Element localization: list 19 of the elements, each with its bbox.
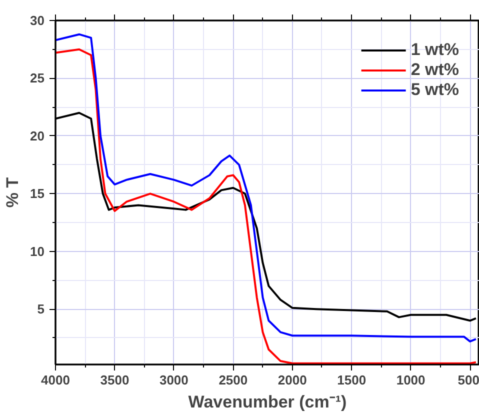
x-tick-label: 3000 xyxy=(159,372,188,388)
x-tick-label: 1000 xyxy=(396,372,426,388)
y-tick-label: 25 xyxy=(30,70,45,86)
x-tick-label: 3500 xyxy=(100,372,130,388)
y-tick-label: 5 xyxy=(37,302,45,317)
legend-label: 1 wt% xyxy=(410,40,459,60)
x-tick-label: 1500 xyxy=(337,372,366,388)
legend-label: 5 wt% xyxy=(410,80,459,100)
x-tick-label: 500 xyxy=(458,372,479,388)
x-tick-label: 2000 xyxy=(278,372,307,388)
x-tick-label: 2500 xyxy=(218,372,248,388)
legend-label: 2 wt% xyxy=(410,60,459,80)
x-tick-label: 4000 xyxy=(41,372,70,388)
x-axis-title: Wavenumber (cm⁻¹) xyxy=(188,392,347,412)
y-tick-label: 10 xyxy=(30,244,45,259)
y-axis-title: % T xyxy=(3,176,22,208)
y-tick-label: 30 xyxy=(30,13,45,28)
y-tick-label: 15 xyxy=(30,186,45,202)
y-tick-label: 20 xyxy=(30,128,45,144)
